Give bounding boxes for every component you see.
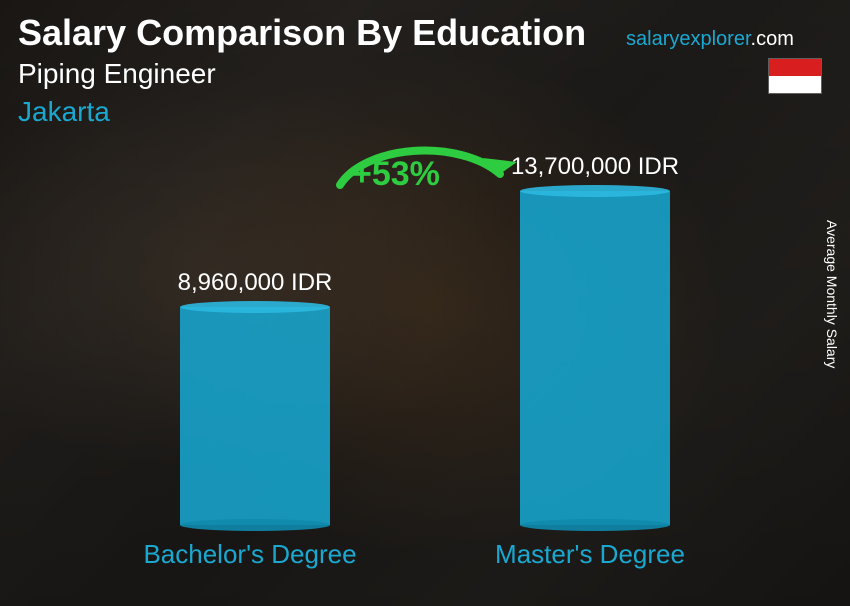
bar-label-masters: Master's Degree bbox=[440, 539, 740, 570]
bar-group-bachelors: 8,960,000 IDR bbox=[175, 269, 335, 525]
flag-icon bbox=[768, 58, 822, 94]
bar-masters bbox=[520, 191, 670, 525]
flag-bottom bbox=[769, 76, 821, 93]
chart-area: 8,960,000 IDR 13,700,000 IDR Bachelor's … bbox=[80, 150, 780, 570]
bar-body bbox=[180, 307, 330, 525]
chart-location: Jakarta bbox=[18, 96, 110, 128]
brand-name: salaryexplorer bbox=[626, 28, 751, 50]
flag-top bbox=[769, 59, 821, 76]
bar-bachelors bbox=[180, 307, 330, 525]
y-axis-label: Average Monthly Salary bbox=[824, 220, 840, 368]
bar-body bbox=[520, 191, 670, 525]
percent-increase-badge: +53% bbox=[352, 155, 440, 194]
bar-label-bachelors: Bachelor's Degree bbox=[100, 539, 400, 570]
chart-title: Salary Comparison By Education bbox=[18, 12, 586, 54]
bar-bottom-face bbox=[180, 519, 330, 531]
bar-top-face bbox=[180, 301, 330, 313]
bar-value-bachelors: 8,960,000 IDR bbox=[178, 269, 333, 297]
bar-bottom-face bbox=[520, 519, 670, 531]
bar-value-masters: 13,700,000 IDR bbox=[511, 153, 679, 181]
bar-top-face bbox=[520, 185, 670, 197]
chart-canvas: Salary Comparison By Education Piping En… bbox=[0, 0, 850, 606]
brand-label: salaryexplorer.com bbox=[626, 28, 794, 51]
chart-subtitle: Piping Engineer bbox=[18, 58, 216, 90]
bar-group-masters: 13,700,000 IDR bbox=[515, 153, 675, 525]
brand-suffix: .com bbox=[751, 28, 794, 50]
